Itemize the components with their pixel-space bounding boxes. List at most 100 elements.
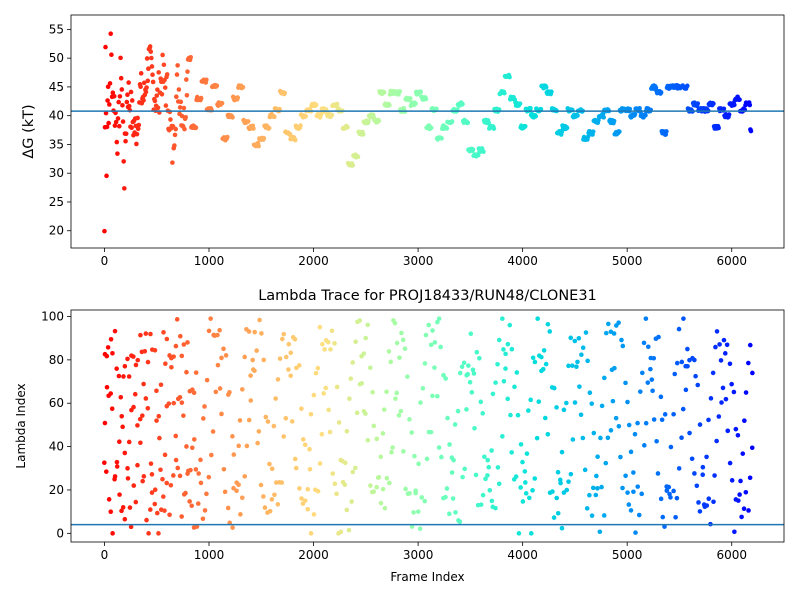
delta-g-point <box>128 89 134 95</box>
delta-g-point <box>134 141 139 147</box>
lambda-point <box>336 420 342 425</box>
delta-g-point <box>193 125 199 130</box>
lambda-point <box>620 485 625 491</box>
lambda-point <box>231 485 236 491</box>
lambda-point <box>720 385 726 391</box>
lambda-point <box>120 505 126 510</box>
lambda-point <box>173 343 179 349</box>
lambda-point <box>746 360 751 366</box>
lambda-point <box>236 482 241 488</box>
lambda-point <box>733 426 739 432</box>
lambda-point <box>126 439 132 445</box>
delta-g-point <box>522 123 528 129</box>
lambda-point <box>317 461 323 466</box>
lambda-point <box>363 335 368 341</box>
lambda-point <box>307 466 313 472</box>
delta-g-y-axis-label: ΔG (kT) <box>21 104 37 158</box>
lambda-point <box>193 467 199 472</box>
lambda-point <box>399 330 404 336</box>
lambda-point <box>559 525 565 531</box>
lambda-point <box>603 460 609 466</box>
lambda-point <box>532 359 538 365</box>
lambda-point <box>575 359 580 365</box>
lambda-point <box>503 366 508 371</box>
lambda-point <box>451 457 456 463</box>
lambda-point <box>221 466 227 472</box>
delta-g-y-ticks: 20 25 30 35 40 45 50 55 <box>49 22 71 238</box>
lambda-point <box>283 354 289 360</box>
delta-g-point <box>182 126 187 132</box>
lambda-point <box>485 473 490 478</box>
lambda-point <box>648 366 653 372</box>
lambda-point <box>131 483 137 488</box>
lambda-point <box>321 391 326 396</box>
delta-g-point <box>627 106 633 112</box>
delta-g-axes-frame <box>70 14 785 249</box>
lambda-point <box>679 359 685 365</box>
lambda-point <box>162 452 168 458</box>
lambda-chart-title: Lambda Trace for PROJ18433/RUN48/CLONE31 <box>258 288 597 304</box>
lambda-point <box>673 514 678 520</box>
delta-g-point <box>251 126 256 131</box>
lambda-point <box>368 365 373 371</box>
lambda-point <box>127 505 133 510</box>
lambda-point <box>460 474 465 480</box>
delta-g-point <box>184 92 190 98</box>
lambda-x-ticks: 0 1000 2000 3000 4000 5000 6000 <box>101 542 747 562</box>
delta-g-point <box>110 90 116 96</box>
lambda-point <box>430 328 435 333</box>
lambda-point <box>704 454 709 460</box>
lambda-point <box>234 488 239 494</box>
lambda-point <box>163 361 168 367</box>
lambda-point <box>273 480 279 485</box>
lambda-point <box>344 507 350 513</box>
delta-g-point <box>261 135 267 141</box>
lambda-point <box>723 396 729 402</box>
lambda-point <box>374 484 379 490</box>
lambda-point <box>457 370 463 376</box>
lambda-point <box>267 508 273 514</box>
lambda-point <box>577 384 582 389</box>
lambda-point <box>103 469 109 474</box>
lambda-point <box>557 477 563 483</box>
lambda-point <box>177 394 183 400</box>
x-tick-label: 0 <box>101 548 109 562</box>
lambda-point <box>305 506 311 512</box>
lambda-point <box>138 332 143 338</box>
lambda-point <box>578 412 584 418</box>
lambda-point <box>500 434 505 439</box>
lambda-point <box>469 390 475 395</box>
lambda-point <box>436 445 442 450</box>
delta-g-point <box>355 154 361 160</box>
lambda-point <box>288 373 293 379</box>
delta-g-point <box>107 81 113 86</box>
lambda-point <box>300 437 306 442</box>
lambda-point <box>643 420 649 426</box>
delta-g-point <box>143 89 149 95</box>
delta-g-point <box>434 106 439 112</box>
lambda-point <box>616 320 621 326</box>
lambda-point <box>712 473 717 478</box>
lambda-point <box>641 340 647 346</box>
lambda-point <box>145 405 151 411</box>
lambda-point <box>194 524 200 529</box>
lambda-point <box>724 342 730 348</box>
lambda-point <box>749 445 755 451</box>
delta-g-point <box>732 102 737 108</box>
lambda-point <box>354 410 360 416</box>
lambda-point <box>411 510 416 515</box>
lambda-point <box>145 359 151 365</box>
lambda-point <box>181 342 187 347</box>
lambda-point <box>587 492 592 498</box>
lambda-point <box>694 483 700 489</box>
lambda-point <box>457 519 463 525</box>
lambda-point <box>347 396 352 401</box>
lambda-point <box>175 465 181 471</box>
lambda-point <box>122 516 128 522</box>
lambda-point <box>721 337 727 343</box>
delta-g-point <box>360 132 366 137</box>
lambda-point <box>420 386 426 391</box>
delta-g-point <box>135 126 141 132</box>
delta-g-point <box>116 99 121 105</box>
x-tick-label: 1000 <box>194 254 225 268</box>
